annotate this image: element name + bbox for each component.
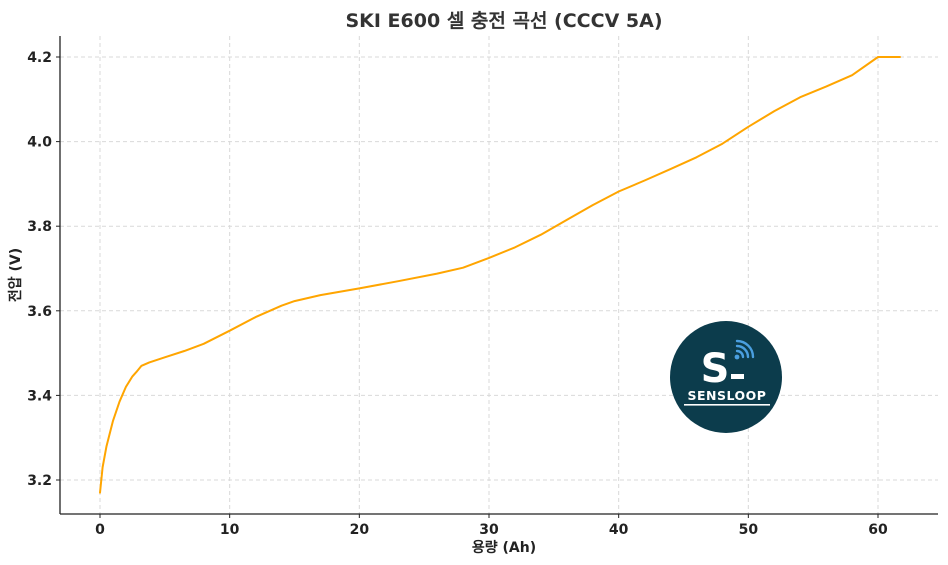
y-axis-label: 전압 (V) — [7, 248, 24, 302]
y-tick-label: 4.0 — [27, 135, 52, 151]
x-axis-label: 용량 (Ah) — [472, 540, 536, 556]
axes — [59, 36, 938, 515]
logo-s-glyph: S — [701, 346, 730, 392]
gridlines — [60, 36, 938, 514]
sensloop-logo: S SENSLOOP — [670, 321, 782, 433]
y-tick-label: 3.4 — [27, 388, 52, 404]
x-tick-label: 50 — [739, 522, 759, 538]
chart-title: SKI E600 셀 충전 곡선 (CCCV 5A) — [345, 10, 662, 32]
x-tick-label: 30 — [479, 522, 499, 538]
y-ticks: 3.2 3.4 3.6 3.8 4.0 4.2 — [27, 50, 60, 489]
y-tick-label: 3.8 — [27, 219, 52, 235]
x-tick-label: 60 — [868, 522, 888, 538]
logo-underline — [684, 404, 770, 406]
x-tick-label: 10 — [220, 522, 240, 538]
y-tick-label: 4.2 — [27, 50, 52, 66]
y-tick-label: 3.2 — [27, 473, 52, 489]
x-tick-label: 20 — [350, 522, 370, 538]
x-tick-label: 40 — [609, 522, 629, 538]
x-tick-label: 0 — [95, 522, 105, 538]
x-ticks: 0 10 20 30 40 50 60 — [95, 514, 888, 538]
logo-name: SENSLOOP — [688, 388, 767, 403]
voltage-curve — [99, 56, 901, 494]
y-tick-label: 3.6 — [27, 304, 52, 320]
wifi-icon — [734, 339, 755, 360]
logo-underscore — [731, 374, 744, 379]
